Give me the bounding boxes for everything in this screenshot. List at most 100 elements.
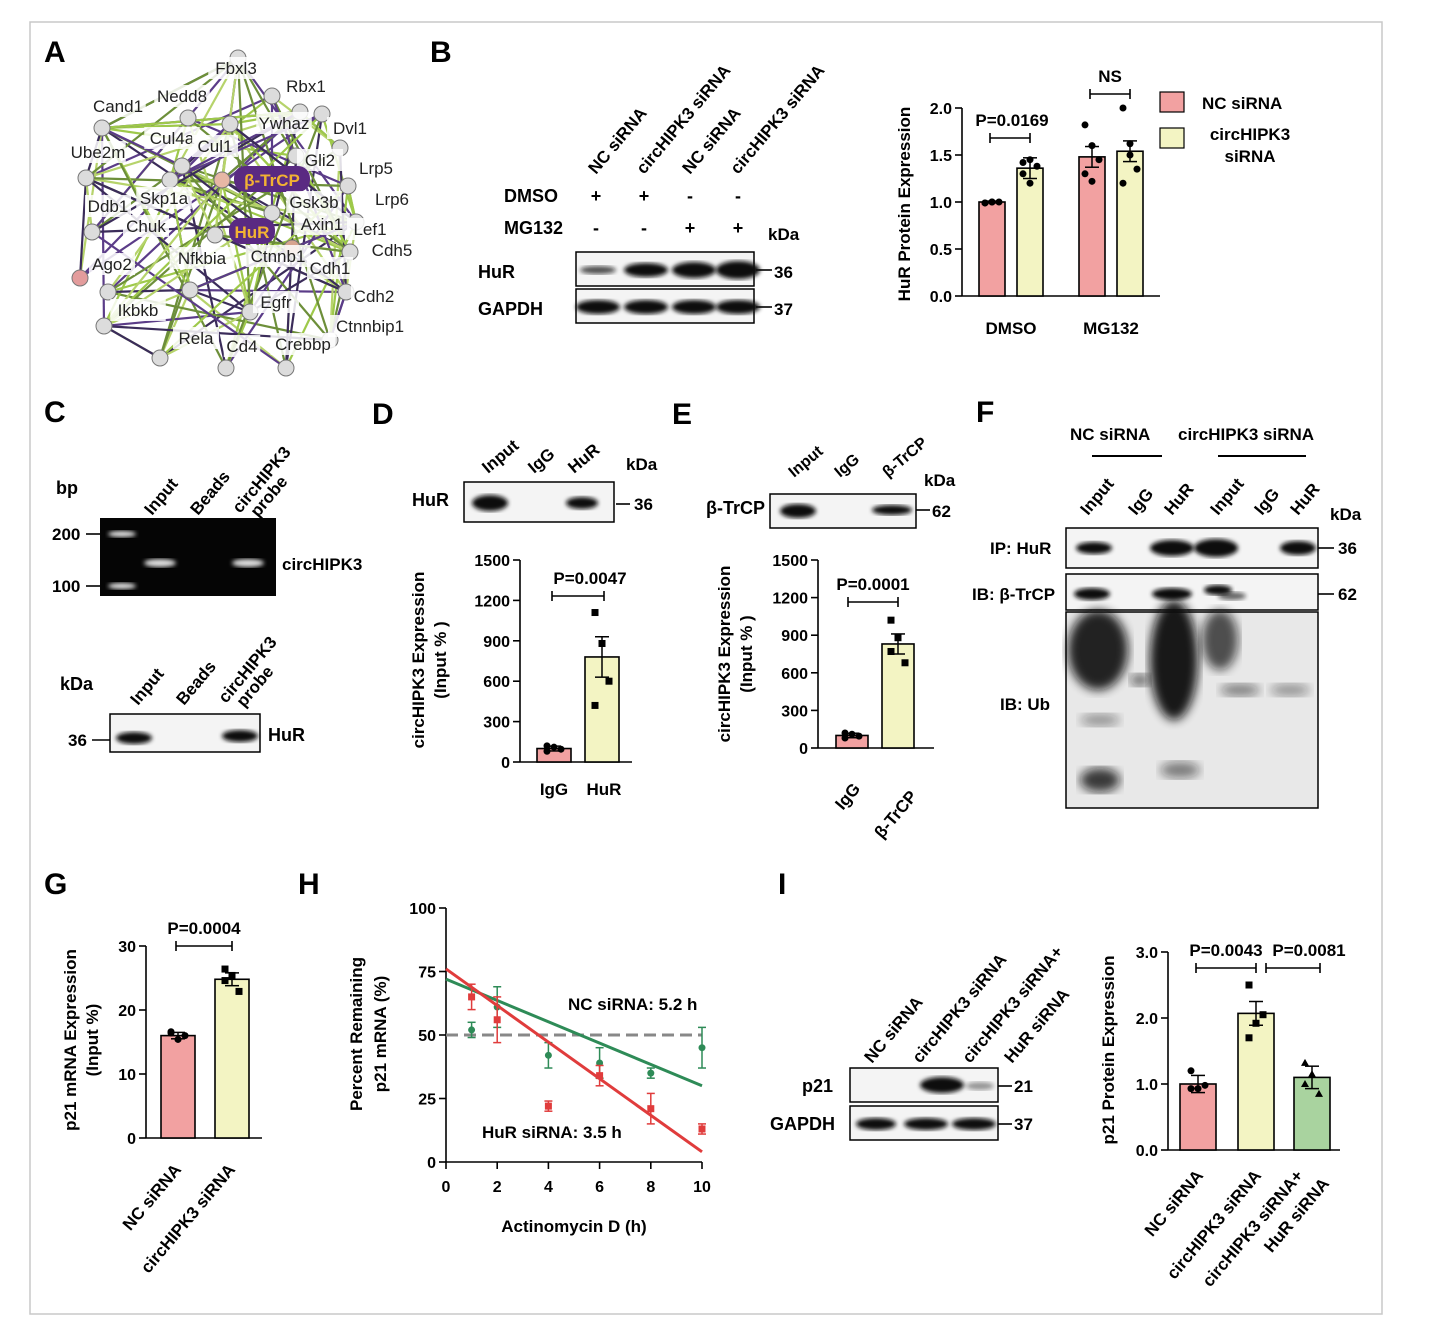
blot-B-GAPDH: [575, 288, 760, 324]
blot-band: [716, 261, 760, 279]
blot-band: [1194, 539, 1238, 557]
data-point: [1133, 165, 1141, 173]
network-label-bg: [169, 247, 235, 269]
bar: [1237, 1012, 1275, 1151]
y-tick-label: 0: [427, 1155, 436, 1172]
blot-band: [580, 266, 616, 274]
blot-band: [1076, 542, 1112, 554]
network-highlight: [234, 166, 310, 192]
network-label-bg: [351, 285, 397, 307]
data-point: [174, 1035, 182, 1043]
blot-F-kda: 62: [1338, 585, 1357, 604]
y-axis-label: (Input %): [83, 1004, 102, 1077]
blot-band: [856, 1118, 896, 1130]
network-node: [217, 359, 235, 377]
blot-B-mark: -: [735, 186, 741, 206]
data-point: [591, 609, 599, 617]
network-label-Cul4a: Cul4a: [150, 129, 195, 148]
data-point: [1019, 159, 1027, 167]
network-label-Fbxl3: Fbxl3: [215, 59, 257, 78]
legend-label: circHIPK3: [1210, 125, 1290, 144]
data-point: [605, 677, 613, 685]
blot-B-mark: +: [639, 186, 650, 206]
gel-marker: 200: [52, 525, 80, 544]
data-point: [894, 634, 902, 642]
blot-B-row-label: HuR: [478, 262, 515, 282]
y-tick-label: 0: [799, 741, 808, 758]
x-tick-label: HuR: [587, 780, 622, 799]
network-label-Ywhaz: Ywhaz: [258, 114, 309, 133]
data-point: [596, 1072, 604, 1080]
y-tick-label: 0.0: [1136, 1143, 1158, 1160]
data-point: [1033, 162, 1041, 170]
y-axis-label: p21 Protein Expression: [1099, 956, 1118, 1145]
x-tick-label: MG132: [1083, 319, 1139, 338]
data-point: [596, 1059, 604, 1067]
network-label-bg: [123, 215, 169, 237]
network-label-Skp1a: Skp1a: [140, 189, 189, 208]
sig-label: P=0.0043: [1189, 941, 1262, 960]
data-point: [1088, 142, 1096, 150]
y-tick-label: 1500: [474, 553, 510, 570]
blot-band: [116, 732, 152, 744]
y-tick-label: 0: [501, 755, 510, 772]
network-label-Gli2: Gli2: [305, 151, 335, 170]
blot-band: [672, 300, 716, 314]
blot-band: [576, 300, 620, 314]
blot-F-IB-Ub: [1065, 600, 1319, 809]
network-label-Ikbkb: Ikbkb: [118, 301, 159, 320]
data-point: [1095, 156, 1103, 164]
legend-swatch: [1159, 127, 1185, 149]
network-edge: [103, 113, 323, 327]
data-point: [598, 639, 606, 647]
blot-band: [566, 497, 598, 509]
data-point: [698, 1044, 706, 1052]
network-label-bg: [369, 239, 415, 261]
data-point: [1301, 1058, 1309, 1066]
network-node: [263, 87, 281, 105]
gel-unit: bp: [56, 478, 78, 498]
data-point: [988, 198, 996, 206]
network-label-bg: [353, 157, 399, 179]
blot-band: [624, 300, 668, 314]
data-point: [1019, 170, 1027, 178]
blot-I-p21: [849, 1067, 999, 1103]
blot-F-kda: 36: [1338, 539, 1357, 558]
data-point: [1259, 1011, 1267, 1019]
data-point: [1308, 1070, 1316, 1078]
y-tick-label: 100: [409, 901, 436, 918]
blot-I-GAPDH: [849, 1105, 999, 1141]
network-node: [151, 349, 169, 367]
network-highlight: [229, 218, 275, 244]
blot-B-kda: 36: [774, 263, 793, 282]
blot-band: [222, 730, 258, 742]
sig-label: P=0.0047: [553, 569, 626, 588]
panel-letter-B: B: [430, 36, 452, 69]
sig-label: P=0.0081: [1272, 941, 1345, 960]
blot-D: [463, 481, 615, 523]
network-node: [173, 157, 191, 175]
blot-F-group: NC siRNA: [1070, 425, 1150, 444]
data-point: [544, 1102, 552, 1110]
y-tick-label: 0.0: [930, 289, 952, 306]
blot-B-kda-label: kDa: [768, 225, 800, 244]
x-tick-label: 2: [493, 1179, 502, 1196]
data-point: [493, 1016, 501, 1024]
data-point: [1187, 1085, 1195, 1093]
network-label-bg: [327, 117, 373, 139]
panel-letter-F: F: [976, 396, 994, 429]
blot-band: [1204, 585, 1232, 595]
blot-F-IB-TrCP: [1065, 573, 1319, 611]
network-label-bg: [144, 127, 200, 149]
y-tick-label: 1500: [772, 553, 808, 570]
network-label-bg: [110, 299, 166, 321]
network-label-Cdh5: Cdh5: [372, 241, 413, 260]
network-label-bg: [307, 257, 353, 279]
blot-B-kda: 37: [774, 300, 793, 319]
data-point: [1194, 1085, 1202, 1093]
y-tick-label: 25: [418, 1092, 436, 1109]
y-axis-label: (Input % ): [737, 615, 756, 692]
blot-B-treatment: DMSO: [504, 186, 558, 206]
y-tick-label: 3.0: [1136, 945, 1158, 962]
network-edge: [169, 178, 351, 254]
